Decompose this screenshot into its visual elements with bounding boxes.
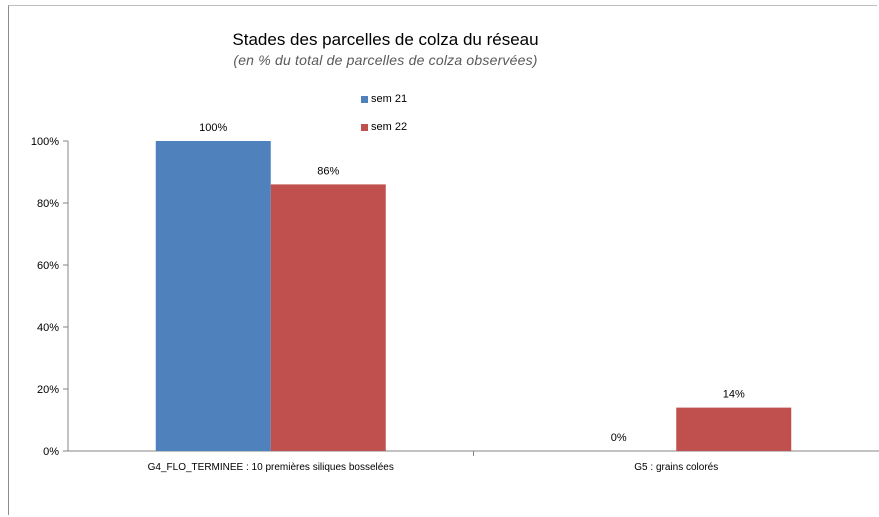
legend-label-sem22: sem 22 xyxy=(371,121,408,133)
bar xyxy=(676,407,792,451)
category-label: G4_FLO_TERMINEE : 10 premières siliques … xyxy=(148,462,394,473)
y-tick-label: 0% xyxy=(43,446,59,458)
legend-item-sem21: sem 21 xyxy=(361,92,407,106)
data-label: 14% xyxy=(723,389,745,401)
chart-frame xyxy=(8,5,877,515)
legend-item-sem22: sem 22 xyxy=(361,120,407,134)
legend: sem 21 sem 22 xyxy=(361,92,407,148)
data-label: 0% xyxy=(611,432,627,444)
bar xyxy=(270,184,386,451)
y-tick-label: 60% xyxy=(37,260,59,272)
chart-title: Stades des parcelles de colza du réseau xyxy=(232,30,539,49)
data-label: 100% xyxy=(199,122,227,134)
legend-swatch-sem21 xyxy=(361,95,368,103)
y-tick-label: 20% xyxy=(37,384,59,396)
y-tick-label: 80% xyxy=(37,198,59,210)
category-label: G5 : grains colorés xyxy=(634,462,718,473)
y-tick-label: 100% xyxy=(31,136,59,148)
chart-subtitle: (en % du total de parcelles de colza obs… xyxy=(233,52,538,68)
legend-label-sem21: sem 21 xyxy=(371,93,408,105)
bar xyxy=(155,141,271,451)
legend-swatch-sem22 xyxy=(361,123,368,131)
y-tick-label: 40% xyxy=(37,322,59,334)
data-label: 86% xyxy=(317,165,339,177)
